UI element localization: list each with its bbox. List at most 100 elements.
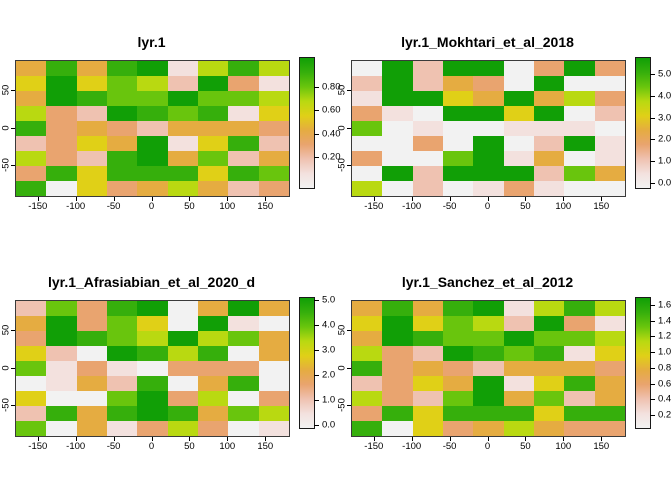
heatmap-cell: [534, 361, 565, 376]
heatmap-cell: [412, 181, 443, 196]
legend-tick-label: 0.40: [322, 128, 341, 140]
heatmap-cell: [137, 361, 168, 376]
heatmap-cell: [16, 106, 47, 121]
heatmap-cell: [16, 331, 47, 346]
x-axis-tick-label: -100: [66, 201, 86, 212]
heatmap-cell: [534, 166, 565, 181]
heatmap-cell: [503, 406, 534, 421]
y-axis-tick: [347, 90, 351, 91]
heatmap-cell: [503, 76, 534, 91]
heatmap-cell: [352, 376, 383, 391]
heatmap-cell: [503, 301, 534, 316]
heatmap-cell: [76, 406, 107, 421]
heatmap-cell: [167, 346, 198, 361]
heatmap-cell: [167, 61, 198, 76]
x-axis-tick: [227, 437, 229, 441]
heatmap-cell: [473, 406, 504, 421]
panel-sanchez-2012: lyr.1_Sanchez_et_al_2012 -150 -100 -50 0 50 1…: [336, 240, 672, 480]
legend-tick: [650, 383, 655, 385]
heatmap-cell: [352, 91, 383, 106]
heatmap-cell: [46, 421, 77, 436]
heatmap-cell: [594, 181, 625, 196]
heatmap-cell: [564, 61, 595, 76]
heatmap-cell: [594, 61, 625, 76]
legend-tick-label: 1.4: [658, 315, 672, 327]
x-axis-tick: [75, 437, 77, 441]
heatmap-cell: [16, 181, 47, 196]
y-axis-tick-label: 0: [336, 364, 348, 371]
legend-tick-label: 5.0: [658, 68, 672, 80]
heatmap-cell: [473, 91, 504, 106]
heatmap-cell: [564, 106, 595, 121]
heatmap-cell: [534, 136, 565, 151]
heatmap-cell: [443, 91, 474, 106]
heatmap-cell: [76, 136, 107, 151]
heatmap-cell: [473, 61, 504, 76]
legend-tick-label: 4.0: [658, 90, 672, 102]
heatmap-cell: [107, 406, 138, 421]
heatmap-cell: [167, 406, 198, 421]
heatmap-cell: [228, 406, 259, 421]
heatmap-cell: [352, 361, 383, 376]
legend-tick: [650, 117, 655, 119]
y-axis-tick-label: 50: [0, 84, 12, 96]
legend-tick-label: 0.4: [658, 393, 672, 405]
heatmap-cell: [198, 316, 229, 331]
x-axis-tick: [75, 197, 77, 201]
heatmap-cell: [412, 301, 443, 316]
heatmap-cell: [564, 346, 595, 361]
legend-color-bar: [299, 297, 315, 429]
heatmap-cell: [382, 136, 413, 151]
heatmap-cell: [16, 61, 47, 76]
heatmap-cell: [46, 346, 77, 361]
heatmap-cell: [352, 406, 383, 421]
x-axis-tick-label: 0: [148, 441, 155, 452]
heatmap-cell: [46, 136, 77, 151]
heatmap-cell: [443, 376, 474, 391]
heatmap-cell: [76, 76, 107, 91]
heatmap-cell: [594, 151, 625, 166]
legend-tick-label: 1.0: [658, 346, 672, 358]
heatmap-cell: [137, 346, 168, 361]
panel-lyr1: lyr.1 -150 -100 -50 0 50 100 150 50 0 -50 0.80 0.60…: [0, 0, 341, 240]
heatmap-cell: [473, 391, 504, 406]
y-axis-tick-label: 50: [336, 324, 348, 336]
heatmap-cell: [258, 361, 289, 376]
heatmap-cell: [198, 166, 229, 181]
y-axis-tick: [11, 127, 15, 129]
heatmap-cell: [594, 316, 625, 331]
x-axis-tick-label: -150: [28, 201, 48, 212]
x-axis-tick: [189, 197, 191, 201]
heatmap-cell: [352, 121, 383, 136]
heatmap-cell: [258, 136, 289, 151]
heatmap-cell: [137, 91, 168, 106]
heatmap-plot: [351, 300, 626, 437]
legend-tick: [650, 352, 655, 354]
heatmap-cell: [473, 121, 504, 136]
heatmap-cell: [382, 331, 413, 346]
heatmap-cell: [46, 61, 77, 76]
x-axis-tick-label: 100: [555, 201, 572, 212]
heatmap-cell: [382, 181, 413, 196]
heatmap-cell: [46, 301, 77, 316]
heatmap-cell: [534, 331, 565, 346]
heatmap-cell: [167, 376, 198, 391]
heatmap-cell: [228, 346, 259, 361]
heatmap-cell: [107, 91, 138, 106]
y-axis-tick-label: -50: [0, 398, 12, 412]
heatmap-cell: [198, 361, 229, 376]
y-axis-tick: [11, 165, 15, 166]
heatmap-cell: [352, 421, 383, 436]
x-axis-tick: [373, 197, 375, 201]
heatmap-cell: [76, 331, 107, 346]
heatmap-cell: [443, 106, 474, 121]
heatmap-cell: [107, 331, 138, 346]
heatmap-cell: [107, 121, 138, 136]
x-axis-tick-label: 150: [257, 441, 274, 452]
heatmap-cell: [534, 391, 565, 406]
legend-tick-label: 0.60: [322, 104, 341, 116]
heatmap-cell: [443, 406, 474, 421]
legend-tick: [650, 182, 655, 184]
heatmap-cell: [594, 136, 625, 151]
heatmap-cell: [198, 76, 229, 91]
